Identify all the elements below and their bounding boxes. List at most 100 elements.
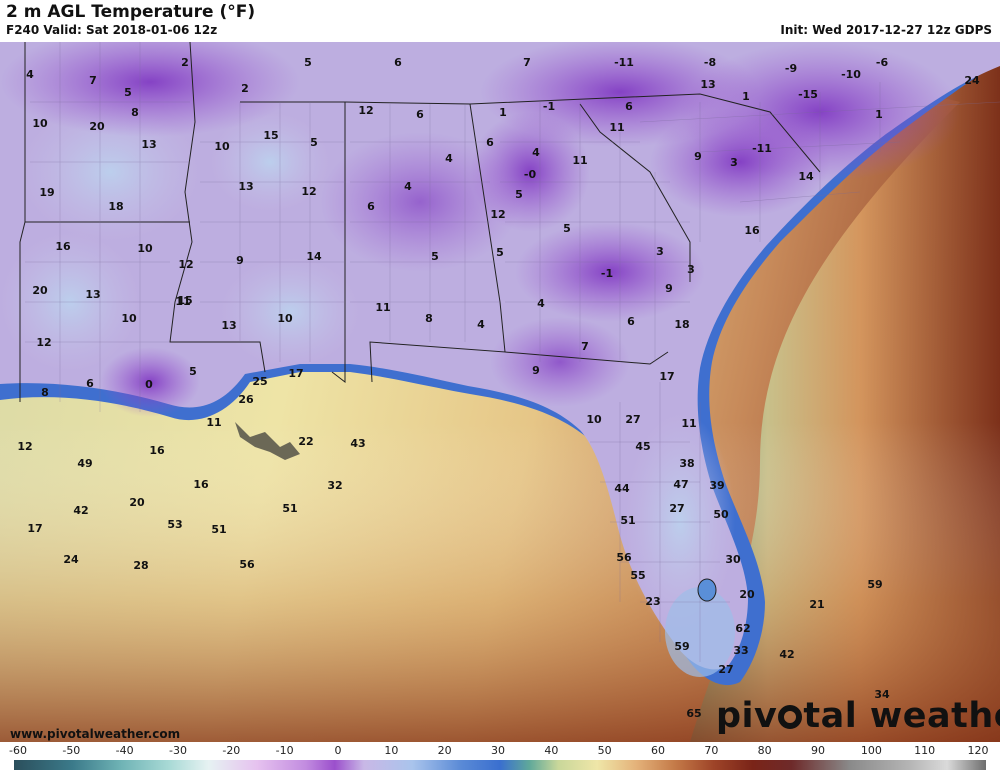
map-value: -11 [614,56,634,69]
map-value: 6 [394,56,402,69]
map-value: 21 [809,598,824,611]
colorbar-label: 70 [704,744,719,757]
colorbar-label: 110 [914,744,936,757]
map-value: 51 [620,514,635,527]
map-value: 4 [477,318,485,331]
map-value: 23 [645,595,660,608]
map-value: 18 [108,200,123,213]
map-value: 2 [181,56,189,69]
map-value: -15 [798,88,818,101]
map-value: 4 [537,297,545,310]
valid-time: F240 Valid: Sat 2018-01-06 12z [6,23,218,37]
map-value: 24 [63,553,79,566]
map-value: 11 [175,295,190,308]
logo-text-end: tal weather [803,696,1000,736]
map-value: 32 [327,479,342,492]
colorbar-label: -50 [62,744,81,757]
map-value: 1 [499,106,507,119]
map-value: 20 [89,120,105,133]
map-value: 5 [189,365,197,378]
header: 2 m AGL Temperature (°F) F240 Valid: Sat… [0,0,1000,42]
map-value: -1 [543,100,555,113]
map-value: 43 [350,437,365,450]
map-value: 20 [129,496,145,509]
map-value: 12 [17,440,32,453]
map-value: 6 [486,136,494,149]
map-value: 15 [263,129,278,142]
map-value: 11 [681,417,696,430]
map-value: -6 [876,56,889,69]
map-value: 8 [425,312,433,325]
map-value: 3 [730,156,738,169]
logo-text-start: piv [716,696,778,736]
map-value: 16 [149,444,165,457]
map-value: 6 [416,108,424,121]
map-value: 38 [679,457,694,470]
map-value: 27 [669,502,684,515]
map-value: 14 [306,250,322,263]
map-value: 12 [36,336,51,349]
map-value: 33 [733,644,748,657]
map-value: 45 [635,440,650,453]
map-value: -11 [752,142,772,155]
map-value: 13 [700,78,715,91]
map-value: 5 [496,246,504,259]
temperature-map[interactable]: 4 7 2 5 6 7 -11 -8 -9 -6 24 5 8 2 13 -10 1 -15 10 20 12 6 1 -1 6… [0,42,1000,742]
map-title: 2 m AGL Temperature (°F) [6,2,256,22]
init-time: Init: Wed 2017-12-27 12z GDPS [780,23,992,37]
map-value: 2 [241,82,249,95]
map-value: 59 [867,578,882,591]
map-value: 10 [277,312,293,325]
colorbar: -60 -50 -40 -30 -20 -10 0 10 20 30 40 50 60 70 80 90 100… [0,742,1000,773]
map-value: 9 [236,254,244,267]
map-value: 42 [73,504,88,517]
map-value: 16 [193,478,209,491]
map-value: 4 [404,180,412,193]
map-value: 59 [674,640,689,653]
colorbar-label: 80 [757,744,772,757]
map-value: 6 [367,200,375,213]
map-value: 4 [532,146,540,159]
map-value: 10 [32,117,48,130]
map-value: 7 [581,340,589,353]
colorbar-label: 60 [651,744,665,757]
map-value: -10 [841,68,861,81]
colorbar-label: -10 [275,744,294,757]
map-value: 51 [211,523,226,536]
map-value: 55 [630,569,645,582]
map-value: 8 [41,386,49,399]
map-value: 17 [27,522,42,535]
map-value: 19 [39,186,54,199]
map-value: 6 [625,100,633,113]
colorbar-labels: -60 -50 -40 -30 -20 -10 0 10 20 30 40 50 60 70 80 90 100… [0,742,1000,758]
map-value: 12 [490,208,505,221]
website-url[interactable]: www.pivotalweather.com [10,727,181,741]
map-value: 3 [656,245,664,258]
colorbar-label: 40 [544,744,559,757]
map-value: 5 [310,136,318,149]
map-value: 44 [614,482,630,495]
map-value: 13 [221,319,236,332]
map-value: 6 [86,377,94,390]
colorbar-label: -60 [9,744,27,757]
colorbar-label: 100 [860,744,882,757]
map-value: 30 [725,553,741,566]
pivotal-weather-logo: piv tal weather [716,696,1000,736]
map-value: 3 [687,263,695,276]
map-value: 13 [85,288,100,301]
colorbar-label: 30 [491,744,505,757]
colorbar-label: 0 [334,744,342,757]
map-value: -0 [524,168,537,181]
map-value: 16 [744,224,760,237]
map-value: 12 [301,185,316,198]
map-value: 51 [282,502,297,515]
map-value: 11 [609,121,624,134]
map-value: 14 [798,170,814,183]
map-value: 5 [124,86,132,99]
map-value: 17 [288,367,303,380]
map-value: 42 [779,648,794,661]
map-value: 11 [206,416,221,429]
map-value: 13 [238,180,253,193]
map-value: 10 [214,140,230,153]
